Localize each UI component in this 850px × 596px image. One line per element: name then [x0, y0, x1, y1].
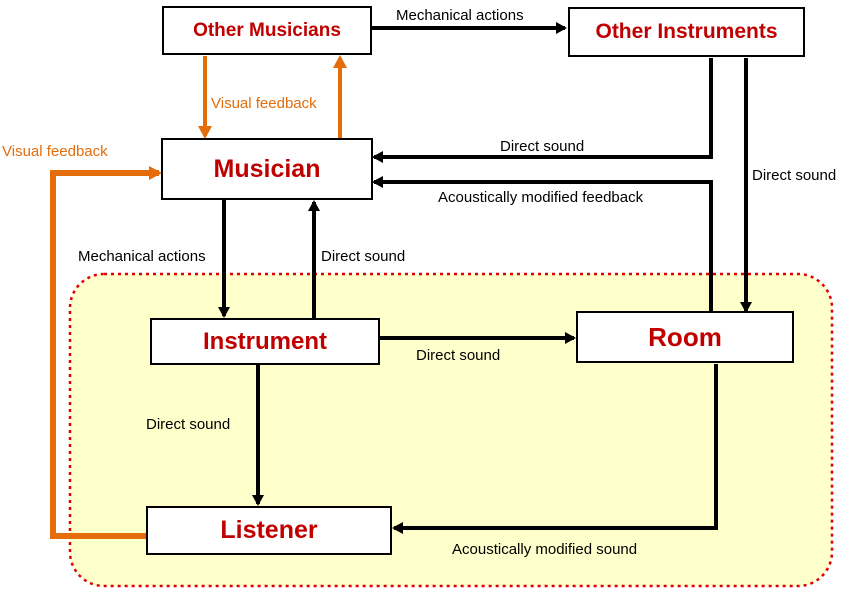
label-listener-to-musician-visual: Visual feedback	[2, 143, 108, 160]
edge-room-to-listener	[392, 364, 718, 534]
node-room: Room	[576, 311, 794, 363]
node-musician: Musician	[161, 138, 373, 200]
label-instrument-to-listener: Direct sound	[146, 416, 231, 433]
label-oi-to-musician-direct: Direct sound	[500, 138, 585, 155]
label-om-musician-visual: Visual feedback	[211, 95, 317, 112]
edge-listener-to-musician-visual	[50, 166, 162, 539]
node-listener: Listener	[146, 506, 392, 555]
label-room-to-musician-modified: Acoustically modified feedback	[438, 189, 644, 206]
label-instrument-to-musician: Direct sound	[321, 248, 406, 265]
node-other-instruments: Other Instruments	[568, 7, 805, 57]
edge-room-to-musician-modified	[372, 176, 713, 311]
label-oi-to-room-direct: Direct sound	[752, 167, 837, 184]
label-musician-to-instrument: Mechanical actions	[78, 248, 206, 265]
label-room-to-listener: Acoustically modified sound	[452, 541, 638, 558]
edge-oi-to-musician-direct	[372, 58, 713, 163]
node-instrument: Instrument	[150, 318, 380, 365]
label-instrument-to-room: Direct sound	[416, 347, 501, 364]
node-other-musicians: Other Musicians	[162, 6, 372, 55]
label-om-to-oi: Mechanical actions	[396, 7, 524, 24]
